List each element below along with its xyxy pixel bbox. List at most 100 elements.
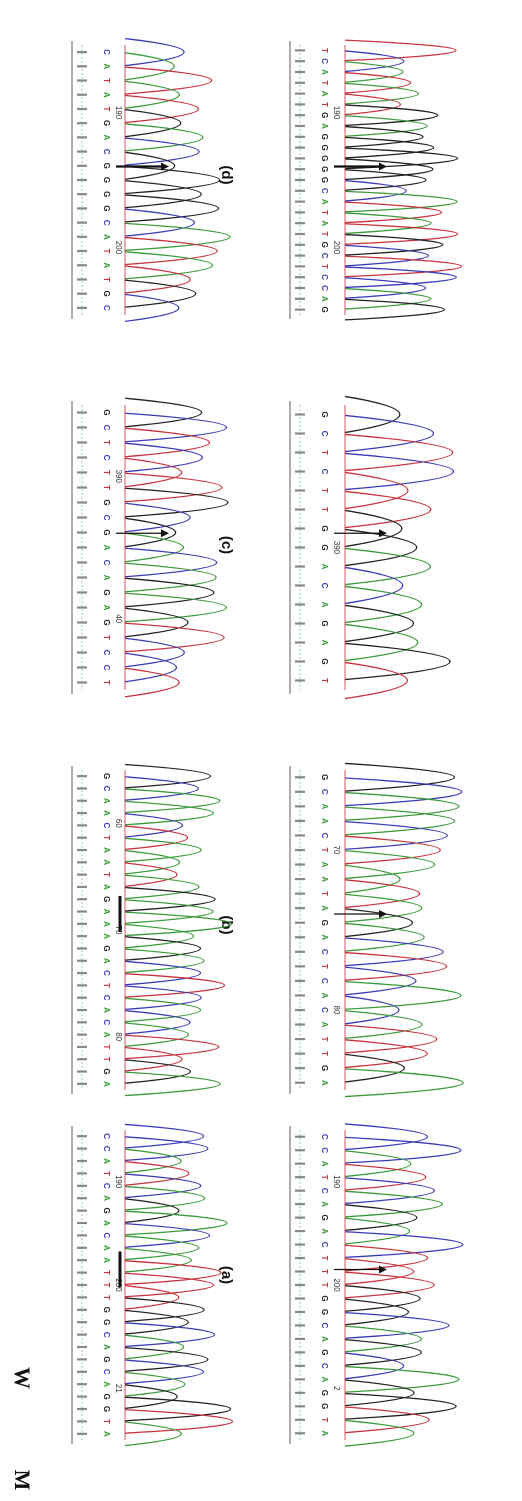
wild-base-letter: G — [102, 1406, 111, 1412]
wild-base-letter: T — [102, 485, 111, 490]
mutant-peak — [344, 179, 407, 202]
wild-position-label: 200 — [114, 1278, 123, 1292]
mutant-peak — [344, 115, 428, 137]
mutant-base-letter: T — [320, 1417, 329, 1422]
mutant-peak — [344, 604, 414, 643]
mutant-base-letter: A — [320, 1022, 329, 1028]
mutant-peak — [344, 835, 441, 865]
wild-peak — [124, 592, 227, 623]
mutant-base-letter: C — [320, 285, 329, 291]
mutant-base-letter: T — [320, 1051, 329, 1056]
wild-peak — [124, 1071, 221, 1097]
mutant-base-letter: C — [320, 978, 329, 984]
wild-peak — [124, 960, 201, 986]
wild-peak — [124, 1185, 205, 1211]
mutant-base-letter: C — [320, 1323, 329, 1329]
mutant-base-letter: T — [320, 1283, 329, 1288]
wild-peak — [124, 293, 180, 323]
mutant-base-letter: G — [320, 177, 329, 183]
wild-base-letter: T — [102, 78, 111, 83]
wild-base-letter: T — [102, 470, 111, 475]
wild-peak — [124, 397, 202, 428]
wild-peak — [124, 800, 215, 826]
wild-position-label: 70 — [114, 926, 123, 935]
wild-peak — [124, 1235, 200, 1261]
mutant-peak — [344, 623, 419, 662]
wild-base-letter: C — [102, 1369, 111, 1375]
wild-peak — [124, 151, 176, 180]
wild-base-letter: C — [102, 425, 111, 431]
mutant-peak — [344, 762, 456, 792]
wild-base-letter: A — [102, 1381, 111, 1387]
mutant-peak — [344, 136, 435, 159]
mutant-base-letter: C — [320, 274, 329, 280]
mutant-peak — [344, 1244, 429, 1272]
mutant-peak — [344, 169, 427, 191]
arrow-head-icon — [161, 529, 169, 538]
mutant-peak — [344, 1298, 410, 1326]
mutant-base-letter: G — [320, 620, 329, 626]
wild-base-letter: C — [102, 149, 111, 155]
wild-position-label: 190 — [114, 1175, 123, 1189]
wild-peak — [124, 1309, 189, 1335]
mutant-peak — [344, 147, 459, 170]
wild-peak — [124, 94, 199, 124]
mutant-peak — [344, 82, 419, 105]
wild-base-letter: C — [102, 455, 111, 461]
wild-peak — [124, 763, 212, 789]
mutant-peak — [344, 566, 403, 605]
wild-peak — [124, 997, 201, 1023]
mutant-base-letter: G — [320, 155, 329, 161]
wild-peak — [124, 457, 182, 488]
mutant-peak — [344, 433, 454, 472]
mutant-base-letter: T — [320, 507, 329, 512]
wild-peak — [124, 1123, 204, 1149]
mutant-peak — [344, 1258, 415, 1285]
mutant-base-letter: A — [320, 1430, 329, 1436]
mutant-peak — [344, 509, 403, 548]
wild-peak — [124, 1210, 228, 1236]
mutant-peak — [344, 1271, 435, 1299]
wild-base-letter: C — [102, 995, 111, 1001]
mutant-peak — [344, 922, 425, 952]
wild-base-letter: C — [102, 1019, 111, 1025]
mutant-base-letter: A — [320, 818, 329, 824]
wild-base-letter: A — [102, 847, 111, 853]
wild-peak — [124, 442, 203, 473]
mutant-position-label: 70 — [332, 846, 341, 855]
wild-base-letter: A — [102, 958, 111, 964]
mutant-peak — [344, 1053, 405, 1083]
wild-base-letter: T — [102, 1283, 111, 1288]
mutant-base-letter: C — [320, 58, 329, 64]
wild-base-letter: G — [102, 1307, 111, 1313]
mutant-peak — [344, 820, 448, 850]
wild-base-letter: C — [102, 515, 111, 521]
mutant-base-letter: G — [320, 1295, 329, 1301]
wild-base-letter: C — [102, 970, 111, 976]
mutant-base-letter: T — [320, 102, 329, 107]
side-label-wild: W — [10, 1367, 35, 1389]
mutant-base-letter: G — [320, 1390, 329, 1396]
arrow-head-icon — [379, 1265, 387, 1274]
mutant-base-letter: G — [320, 144, 329, 150]
wild-peak — [124, 180, 202, 209]
wild-base-letter: C — [102, 822, 111, 828]
wild-base-letter: A — [102, 1007, 111, 1013]
wild-base-letter: G — [102, 1207, 111, 1213]
wild-peak — [124, 66, 213, 95]
wild-peak — [124, 607, 189, 638]
mutant-peak — [344, 490, 432, 529]
wild-position-label: 40 — [114, 614, 123, 623]
mutant-base-letter: T — [320, 1037, 329, 1042]
mutant-base-letter: G — [320, 1349, 329, 1355]
wild-peak — [124, 487, 229, 518]
mutant-peak — [344, 1177, 436, 1205]
mutant-position-label: 190 — [332, 106, 341, 120]
wild-peak — [124, 1160, 190, 1186]
wild-peak — [124, 1059, 192, 1084]
wild-base-letter: C — [102, 1146, 111, 1152]
wild-peak — [124, 562, 217, 593]
mutant-base-letter: G — [320, 1065, 329, 1071]
mutant-base-letter: A — [320, 91, 329, 97]
mutant-base-letter: A — [320, 602, 329, 608]
